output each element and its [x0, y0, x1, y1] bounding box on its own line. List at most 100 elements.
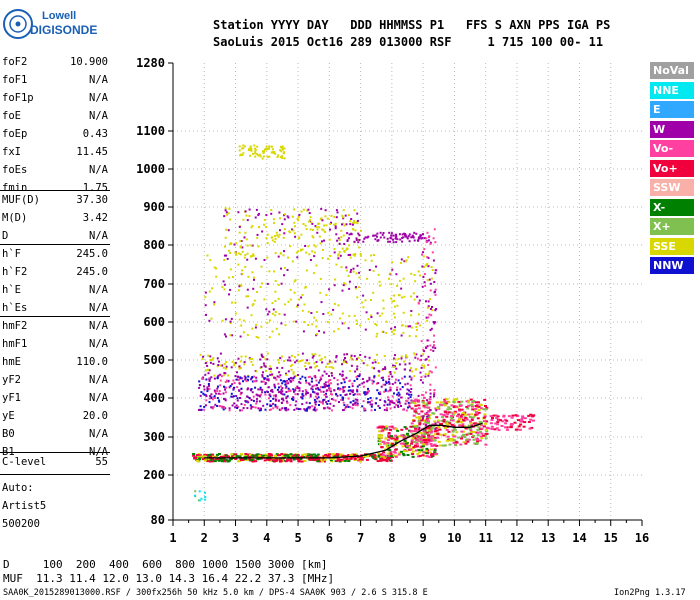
spread-echo — [425, 300, 427, 303]
oblique-echo — [251, 271, 254, 274]
w-echo — [330, 390, 332, 393]
legend-item: E — [650, 101, 694, 118]
w-echo — [245, 380, 248, 383]
param-row: D N/A — [2, 230, 108, 248]
oblique-echo — [313, 316, 316, 319]
oblique-echo — [304, 224, 307, 227]
oblique-echo — [337, 257, 340, 260]
w-echo — [388, 231, 391, 234]
oblique-echo — [321, 240, 323, 243]
w-echo — [255, 376, 258, 379]
w-echo — [341, 398, 344, 401]
oblique-echo — [328, 288, 331, 291]
vo-echo — [472, 431, 476, 433]
vo-echo — [421, 454, 425, 457]
w-echo — [364, 236, 367, 239]
oblique-echo — [298, 213, 301, 216]
param-row: h`E N/A — [2, 284, 108, 302]
w-echo — [413, 231, 416, 234]
oblique-echo — [244, 355, 247, 358]
w-echo — [255, 402, 258, 405]
vo-echo — [457, 418, 461, 421]
oblique-echo — [427, 372, 430, 375]
w-echo — [293, 390, 296, 393]
oblique-echo — [394, 326, 396, 329]
w-echo — [409, 391, 412, 393]
vo-echo — [270, 454, 273, 457]
param-name: fxI — [2, 146, 21, 158]
oblique-echo — [408, 335, 411, 337]
vo-echo — [477, 409, 481, 411]
w-echo — [224, 381, 227, 383]
vo-echo — [479, 430, 482, 433]
oblique-echo — [314, 366, 317, 369]
sse-echo — [249, 145, 252, 148]
vo-echo — [275, 459, 279, 462]
oblique-echo — [382, 299, 385, 302]
w-echo — [214, 390, 216, 393]
w-echo — [408, 389, 410, 392]
oblique-echo — [322, 248, 324, 251]
vo-echo — [413, 400, 417, 403]
w-echo — [284, 383, 287, 386]
oblique-echo — [381, 312, 384, 315]
oblique-echo — [238, 225, 241, 228]
w-echo — [321, 386, 324, 389]
vo-echo — [429, 431, 433, 434]
w-echo — [309, 375, 312, 378]
oblique-echo — [269, 370, 272, 373]
sse-echo — [266, 155, 269, 158]
vo-echo — [273, 454, 277, 457]
oblique-echo — [414, 280, 417, 283]
oblique-echo — [297, 374, 299, 376]
vo-echo — [446, 435, 450, 438]
w-echo — [255, 397, 258, 400]
param-value: N/A — [89, 302, 108, 314]
oblique-echo — [280, 355, 283, 358]
oblique-echo — [254, 216, 257, 219]
param-value: N/A — [89, 110, 108, 122]
oblique-echo — [393, 329, 396, 332]
oblique-echo — [225, 365, 228, 368]
w-echo — [289, 390, 292, 392]
oblique-echo — [212, 357, 215, 360]
oblique-echo — [311, 250, 314, 253]
vo-echo — [423, 441, 427, 444]
w-echo — [303, 408, 306, 411]
oblique-echo — [221, 319, 224, 322]
oblique-echo — [389, 371, 392, 373]
vo-echo — [494, 414, 498, 417]
spread-echo — [429, 242, 432, 245]
vo-echo — [341, 454, 345, 457]
oblique-echo — [250, 360, 253, 363]
w-echo — [333, 377, 336, 380]
oblique-echo — [233, 362, 236, 365]
oblique-echo — [279, 217, 281, 220]
vo-echo — [377, 434, 381, 437]
oblique-echo — [343, 359, 345, 362]
spread-echo — [423, 281, 426, 284]
w-echo — [254, 406, 257, 409]
oblique-echo — [228, 293, 230, 296]
oblique-echo — [404, 325, 407, 328]
w-echo — [403, 233, 406, 236]
w-echo — [389, 388, 392, 391]
oblique-echo — [213, 303, 216, 306]
vo-echo — [224, 454, 228, 457]
oblique-echo — [223, 333, 226, 336]
oblique-echo — [303, 303, 306, 306]
oblique-echo — [370, 254, 373, 257]
vo-echo — [436, 436, 440, 439]
spread-echo — [420, 415, 423, 418]
w-echo — [218, 405, 221, 408]
oblique-echo — [371, 361, 374, 364]
oblique-echo — [333, 302, 336, 305]
param-name: yE — [2, 410, 15, 422]
vo-echo — [341, 460, 345, 462]
w-echo — [352, 389, 355, 392]
oblique-echo — [342, 217, 345, 220]
vo-echo — [439, 401, 443, 404]
vo-echo — [439, 423, 443, 425]
vo-echo — [427, 402, 431, 405]
w-echo — [336, 379, 339, 382]
